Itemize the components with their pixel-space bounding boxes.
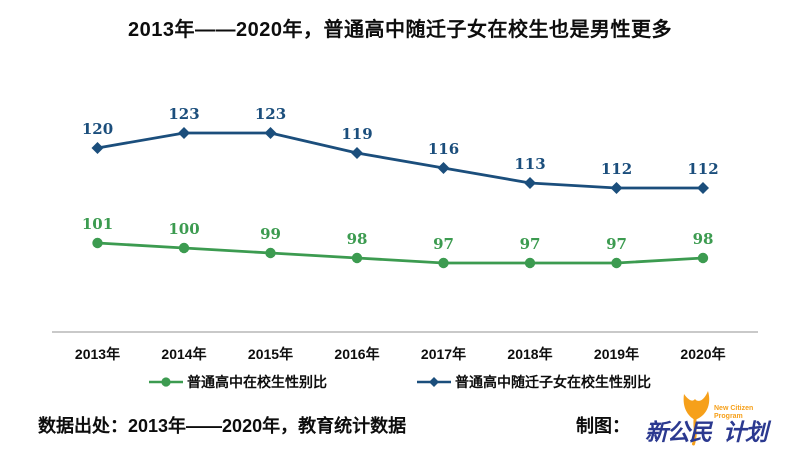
data-point-marker [265, 247, 276, 259]
data-label: 99 [260, 225, 281, 243]
data-point-marker [697, 182, 709, 194]
series-line [97, 131, 703, 190]
legend-label: 普通高中随迁子女在校生性别比 [455, 374, 651, 390]
data-label: 123 [168, 105, 199, 123]
logo-text-en-line1: New Citizen [714, 405, 754, 412]
data-label: 98 [693, 230, 714, 248]
series-line [97, 241, 704, 265]
data-label: 97 [433, 235, 454, 253]
data-point-marker [351, 147, 363, 159]
legend-item: 普通高中随迁子女在校生性别比 [417, 372, 651, 392]
data-label: 97 [606, 235, 627, 253]
data-label: 97 [520, 235, 541, 253]
data-label: 98 [347, 230, 368, 248]
data-label: 113 [514, 155, 545, 173]
data-point-marker [91, 142, 104, 154]
data-point-marker [524, 257, 536, 269]
x-axis-label: 2017年 [420, 346, 467, 362]
chart-legend: 普通高中在校生性别比 普通高中随迁子女在校生性别比 [0, 372, 800, 392]
x-axis: 2013年 2014年 2015年 2016年 2017年 2018年 2019年 2020年 [0, 344, 800, 366]
data-source-note: 数据出处：2013年——2020年，教育统计数据 [38, 416, 407, 436]
logo-text-en: New Citizen Program [714, 405, 753, 421]
legend-item: 普通高中在校生性别比 [149, 372, 327, 392]
data-point-marker [437, 162, 450, 174]
x-axis-label: 2014年 [161, 346, 207, 362]
data-label: 119 [341, 125, 372, 143]
x-axis-label: 2019年 [593, 346, 640, 362]
data-point-marker [610, 182, 623, 194]
data-point-marker [92, 237, 103, 249]
data-point-marker [351, 252, 363, 264]
data-label: 112 [687, 160, 718, 178]
data-point-marker [524, 177, 536, 189]
ginkgo-leaf-icon [683, 391, 710, 446]
x-axis-label: 2013年 [74, 346, 121, 362]
data-point-marker [264, 127, 277, 139]
x-axis-label: 2018年 [507, 346, 553, 362]
data-point-marker [438, 257, 449, 269]
data-label: 101 [82, 215, 113, 233]
data-label: 120 [82, 120, 113, 138]
data-label: 112 [601, 160, 632, 178]
data-point-marker [178, 242, 190, 254]
new-citizen-program-logo: 新公民 New Citizen Program 计划 [645, 389, 795, 447]
data-point-marker [611, 257, 622, 269]
chart-title: 2013年——2020年，普通高中随迁子女在校生也是男性更多 [128, 19, 672, 41]
data-point-marker [178, 127, 190, 139]
logo-text-en-line2: Program [714, 413, 743, 420]
data-label: 100 [168, 220, 199, 238]
legend-label: 普通高中在校生性别比 [187, 374, 327, 390]
x-axis-label: 2020年 [680, 346, 726, 362]
logo-text-cn-1: 新公民 [645, 419, 712, 445]
legend-marker-icon [149, 377, 183, 387]
line-chart: 101 100 99 98 97 97 97 98 120 123 123 119 116 113 112 1… [52, 105, 758, 333]
data-label: 123 [255, 105, 286, 123]
x-axis-label: 2015年 [247, 346, 294, 362]
data-label: 116 [428, 140, 459, 158]
logo-text-cn-2: 计划 [723, 419, 768, 445]
x-axis-label: 2016年 [334, 346, 380, 362]
credit-label: 制图： [576, 416, 630, 436]
data-point-marker [697, 252, 709, 264]
legend-marker-icon [417, 377, 451, 387]
